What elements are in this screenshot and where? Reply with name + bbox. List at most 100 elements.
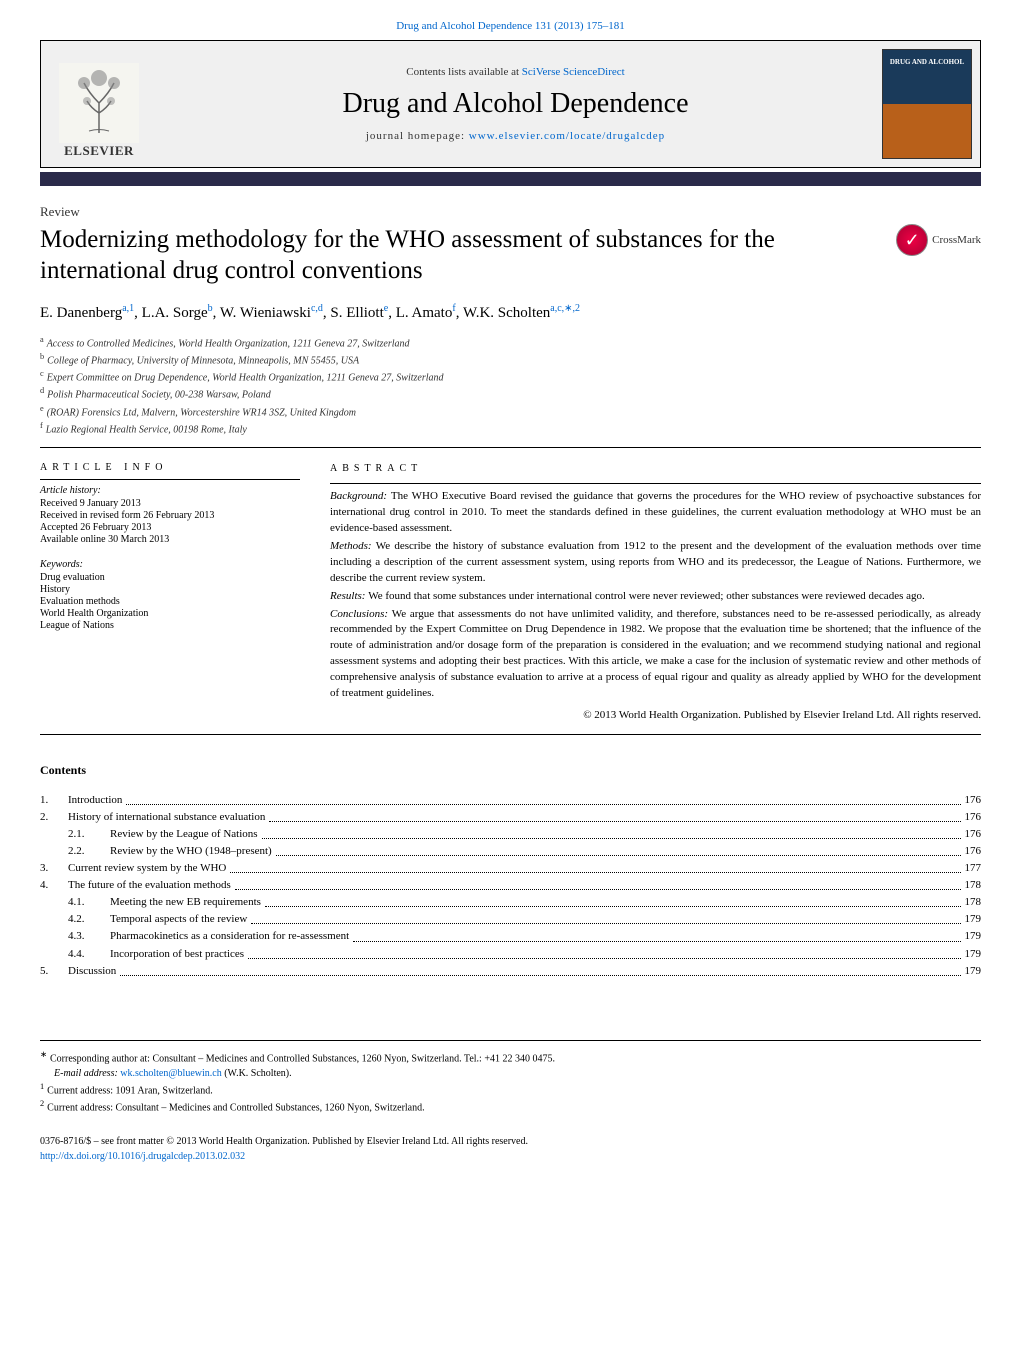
affiliation: dPolish Pharmaceutical Society, 00-238 W…	[40, 385, 981, 402]
toc-label: Discussion	[68, 963, 116, 980]
affiliation-sup: d	[40, 386, 44, 395]
toc-label: History of international substance evalu…	[68, 809, 265, 826]
abstract-section: Background: The WHO Executive Board revi…	[330, 489, 981, 537]
divider	[40, 447, 981, 448]
header-dark-bar	[40, 172, 981, 186]
journal-reference: Drug and Alcohol Dependence 131 (2013) 1…	[40, 20, 981, 32]
toc-label: The future of the evaluation methods	[68, 877, 231, 894]
toc-label: Review by the WHO (1948–present)	[110, 843, 272, 860]
toc-dots	[120, 963, 960, 976]
toc-num: 4.3.	[68, 928, 110, 945]
header-content: ELSEVIER Contents lists available at Sci…	[41, 41, 980, 167]
email-link[interactable]: wk.scholten@bluewin.ch	[120, 1068, 221, 1079]
review-label: Review	[40, 204, 981, 220]
affiliation: e(ROAR) Forensics Ltd, Malvern, Worceste…	[40, 403, 981, 420]
toc-item[interactable]: 2.1.Review by the League of Nations176	[40, 826, 981, 843]
toc-list: 1.Introduction1762.History of internatio…	[40, 792, 981, 980]
affiliation-sup: a	[40, 335, 44, 344]
author-sup: e	[384, 303, 388, 314]
footer: ∗Corresponding author at: Consultant – M…	[40, 1040, 981, 1164]
toc-page: 177	[965, 860, 982, 877]
toc-item[interactable]: 4.1.Meeting the new EB requirements 178	[40, 894, 981, 911]
affiliation: fLazio Regional Health Service, 00198 Ro…	[40, 420, 981, 437]
toc-item[interactable]: 2.History of international substance eva…	[40, 809, 981, 826]
toc-dots	[235, 877, 961, 890]
author: E. Danenberg	[40, 305, 122, 321]
journal-title: Drug and Alcohol Dependence	[149, 88, 882, 120]
affiliation-sup: f	[40, 421, 43, 430]
toc-label: Current review system by the WHO	[68, 860, 226, 877]
toc-dots	[251, 911, 960, 924]
copyright: © 2013 World Health Organization. Publis…	[330, 708, 981, 724]
abstract-section-label: Results:	[330, 590, 368, 602]
abstract-section-label: Conclusions:	[330, 608, 392, 620]
homepage-line: journal homepage: www.elsevier.com/locat…	[149, 130, 882, 142]
toc-item[interactable]: 3.Current review system by the WHO 177	[40, 860, 981, 877]
toc-page: 178	[965, 894, 982, 911]
author: S. Elliott	[330, 305, 383, 321]
author: W.K. Scholten	[463, 305, 550, 321]
toc-item[interactable]: 1.Introduction176	[40, 792, 981, 809]
history-item: Received in revised form 26 February 201…	[40, 510, 300, 521]
toc-dots	[353, 928, 960, 941]
toc-item[interactable]: 4.4.Incorporation of best practices179	[40, 946, 981, 963]
keywords-label: Keywords:	[40, 559, 300, 570]
keyword: World Health Organization	[40, 608, 300, 619]
toc-page: 179	[965, 963, 982, 980]
abstract-section: Methods: We describe the history of subs…	[330, 539, 981, 587]
abstract-section-label: Methods:	[330, 540, 376, 552]
journal-ref-link[interactable]: Drug and Alcohol Dependence 131 (2013) 1…	[396, 20, 625, 32]
cover-text: DRUG AND ALCOHOL	[890, 58, 964, 66]
email-line: E-mail address: wk.scholten@bluewin.ch (…	[40, 1066, 981, 1081]
toc-dots	[248, 946, 960, 959]
toc-num: 2.1.	[68, 826, 110, 843]
keyword: Evaluation methods	[40, 596, 300, 607]
toc-page: 179	[965, 928, 982, 945]
toc-item[interactable]: 5.Discussion179	[40, 963, 981, 980]
journal-header: ELSEVIER Contents lists available at Sci…	[40, 40, 981, 168]
author-sup: f	[452, 303, 455, 314]
crossmark-badge[interactable]: ✓ CrossMark	[896, 224, 981, 256]
author-sup: b	[208, 303, 213, 314]
toc-page: 176	[965, 792, 982, 809]
contents-line: Contents lists available at SciVerse Sci…	[149, 66, 882, 78]
info-divider	[40, 479, 300, 480]
author-sup: c,d	[311, 303, 323, 314]
footer-note: 1Current address: 1091 Aran, Switzerland…	[40, 1081, 981, 1098]
toc-num: 3.	[40, 860, 68, 877]
crossmark-icon: ✓	[896, 224, 928, 256]
corr-text: Corresponding author at: Consultant – Me…	[50, 1053, 555, 1064]
corr-sup: ∗	[40, 1050, 47, 1059]
title-row: Modernizing methodology for the WHO asse…	[40, 224, 981, 287]
sciencedirect-link[interactable]: SciVerse ScienceDirect	[522, 66, 625, 78]
divider	[40, 734, 981, 735]
affiliation: cExpert Committee on Drug Dependence, Wo…	[40, 368, 981, 385]
abstract-heading: abstract	[330, 462, 981, 477]
toc-item[interactable]: 4.3.Pharmacokinetics as a consideration …	[40, 928, 981, 945]
elsevier-tree-icon	[59, 63, 139, 143]
affiliation-sup: b	[40, 352, 44, 361]
toc-num: 4.	[40, 877, 68, 894]
toc-label: Introduction	[68, 792, 122, 809]
toc-page: 176	[965, 809, 982, 826]
affiliation: aAccess to Controlled Medicines, World H…	[40, 334, 981, 351]
homepage-prefix: journal homepage:	[366, 130, 469, 142]
toc-item[interactable]: 4.2.Temporal aspects of the review179	[40, 911, 981, 928]
toc-num: 4.1.	[68, 894, 110, 911]
affiliation-sup: c	[40, 369, 44, 378]
affiliation-sup: e	[40, 404, 44, 413]
elsevier-logo: ELSEVIER	[49, 49, 149, 159]
toc-label: Meeting the new EB requirements	[110, 894, 261, 911]
homepage-link[interactable]: www.elsevier.com/locate/drugalcdep	[469, 130, 665, 142]
toc-item[interactable]: 4.The future of the evaluation methods17…	[40, 877, 981, 894]
author: L.A. Sorge	[142, 305, 208, 321]
keyword: Drug evaluation	[40, 572, 300, 583]
footer-note-sup: 2	[40, 1099, 44, 1108]
toc-dots	[276, 843, 961, 856]
toc-item[interactable]: 2.2.Review by the WHO (1948–present)176	[40, 843, 981, 860]
doi-link[interactable]: http://dx.doi.org/10.1016/j.drugalcdep.2…	[40, 1151, 245, 1162]
history-item: Accepted 26 February 2013	[40, 522, 300, 533]
keyword: League of Nations	[40, 620, 300, 631]
toc-label: Incorporation of best practices	[110, 946, 244, 963]
contents-title: Contents	[40, 763, 981, 778]
